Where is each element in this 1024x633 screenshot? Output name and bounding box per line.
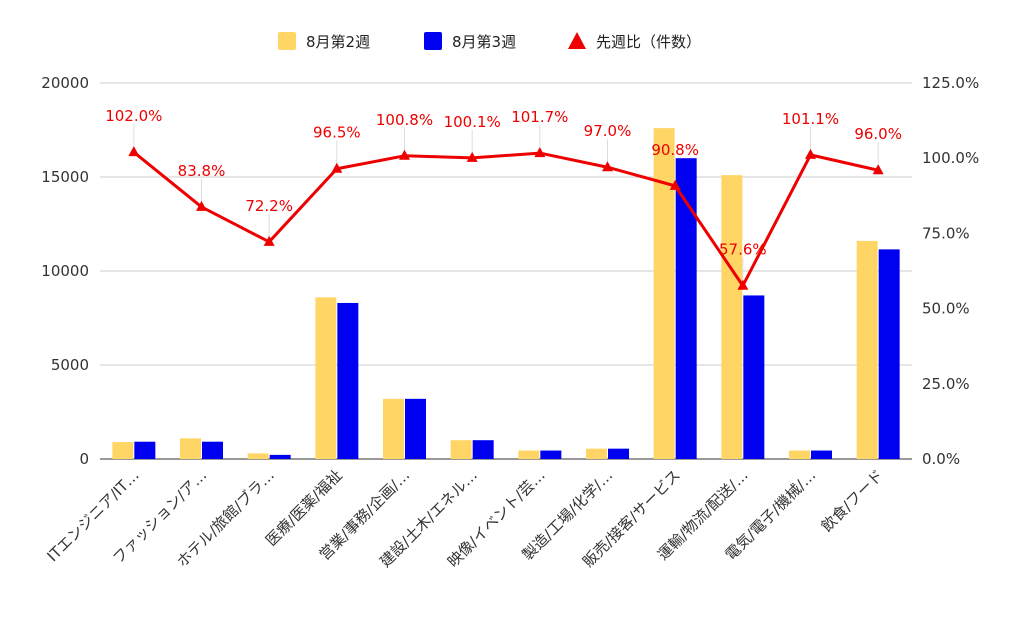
- ratio-point-marker[interactable]: [399, 149, 410, 160]
- ratio-point-marker[interactable]: [602, 161, 613, 172]
- ratio-data-label: 57.6%: [719, 241, 767, 259]
- bar-week2[interactable]: [721, 175, 743, 459]
- ratio-point-marker[interactable]: [263, 235, 275, 246]
- ratio-point-marker[interactable]: [872, 164, 884, 175]
- right-y-axis: 0.0% 25.0% 50.0% 75.0% 100.0% 125.0%: [922, 74, 979, 468]
- left-y-tick-label: 0: [79, 450, 89, 468]
- legend-triangle-icon: [568, 32, 586, 49]
- legend-swatch: [424, 32, 442, 50]
- bar-week2[interactable]: [180, 438, 201, 459]
- bar-week3[interactable]: [675, 158, 697, 459]
- bar-week3[interactable]: [472, 440, 494, 459]
- legend-swatch: [278, 32, 296, 50]
- ratio-line[interactable]: [132, 151, 879, 288]
- ratio-line-series: 102.0% 83.8% 72.2% 96.5% 100.8% 100.1% 101.7% 9…: [105, 107, 902, 290]
- right-y-tick-label: 75.0%: [922, 224, 970, 242]
- bar-week3[interactable]: [811, 450, 832, 459]
- ratio-data-label: 100.8%: [376, 111, 433, 129]
- bar-week2[interactable]: [586, 448, 607, 459]
- right-y-tick-label: 50.0%: [922, 300, 970, 318]
- ratio-point-marker[interactable]: [466, 151, 478, 162]
- x-axis: ITエンジニア/IT…ファッション/ア…ホテル/旅館/ブラ…医療/医薬/福祉営業…: [44, 466, 887, 571]
- left-y-tick-label: 10000: [41, 262, 89, 280]
- ratio-data-label: 96.0%: [854, 125, 902, 143]
- x-tick-label: 飲食/フード: [818, 466, 887, 535]
- ratio-data-label: 72.2%: [245, 197, 293, 215]
- ratio-point-marker[interactable]: [669, 179, 681, 190]
- bar-week2[interactable]: [247, 453, 269, 459]
- ratio-point-marker[interactable]: [534, 147, 546, 158]
- ratio-point-marker[interactable]: [805, 148, 816, 159]
- right-y-tick-label: 0.0%: [922, 450, 960, 468]
- right-y-tick-label: 25.0%: [922, 375, 970, 393]
- ratio-data-label: 101.1%: [782, 110, 839, 128]
- bar-week3[interactable]: [134, 441, 156, 459]
- ratio-data-label: 90.8%: [651, 141, 699, 159]
- bar-week2[interactable]: [450, 440, 472, 459]
- bar-week3[interactable]: [405, 398, 426, 459]
- ratio-data-label: 100.1%: [444, 113, 501, 131]
- bar-week3[interactable]: [337, 302, 359, 459]
- ratio-data-label: 96.5%: [313, 124, 361, 142]
- bar-week2[interactable]: [518, 450, 540, 459]
- ratio-data-label: 97.0%: [584, 122, 632, 140]
- left-y-axis: 0 5000 10000 15000 20000: [41, 74, 89, 468]
- bar-week3[interactable]: [202, 441, 223, 459]
- bar-week2[interactable]: [789, 450, 810, 459]
- bar-week3[interactable]: [608, 448, 629, 459]
- legend-label: 先週比（件数）: [596, 33, 701, 51]
- legend-label: 8月第2週: [306, 33, 370, 51]
- ratio-point-marker[interactable]: [196, 200, 207, 211]
- ratio-data-label: 102.0%: [105, 107, 162, 125]
- ratio-point-marker[interactable]: [128, 146, 140, 157]
- legend[interactable]: 8月第2週 8月第3週 先週比（件数）: [278, 32, 701, 51]
- ratio-point-marker[interactable]: [737, 279, 749, 290]
- right-y-tick-label: 100.0%: [922, 149, 979, 167]
- ratio-data-label: 83.8%: [178, 162, 226, 180]
- bar-week3[interactable]: [269, 454, 291, 459]
- bar-week3[interactable]: [878, 249, 900, 459]
- ratio-point-marker[interactable]: [331, 162, 343, 173]
- legend-item[interactable]: 先週比（件数）: [568, 32, 701, 51]
- bar-week3[interactable]: [743, 295, 765, 459]
- bar-week3[interactable]: [540, 450, 562, 459]
- bar-week2[interactable]: [315, 297, 337, 459]
- left-y-tick-label: 15000: [41, 168, 89, 186]
- gridlines: [100, 82, 912, 460]
- bar-series: [112, 128, 900, 459]
- legend-item[interactable]: 8月第3週: [424, 32, 516, 51]
- legend-label: 8月第3週: [452, 33, 516, 51]
- right-y-tick-label: 125.0%: [922, 74, 979, 92]
- bar-week2[interactable]: [653, 128, 675, 459]
- bar-week2[interactable]: [383, 398, 404, 459]
- left-y-tick-label: 5000: [51, 356, 89, 374]
- legend-item[interactable]: 8月第2週: [278, 32, 370, 51]
- bar-week2[interactable]: [856, 240, 878, 459]
- left-y-tick-label: 20000: [41, 74, 89, 92]
- bar-week2[interactable]: [112, 442, 134, 459]
- ratio-data-label: 101.7%: [511, 108, 568, 126]
